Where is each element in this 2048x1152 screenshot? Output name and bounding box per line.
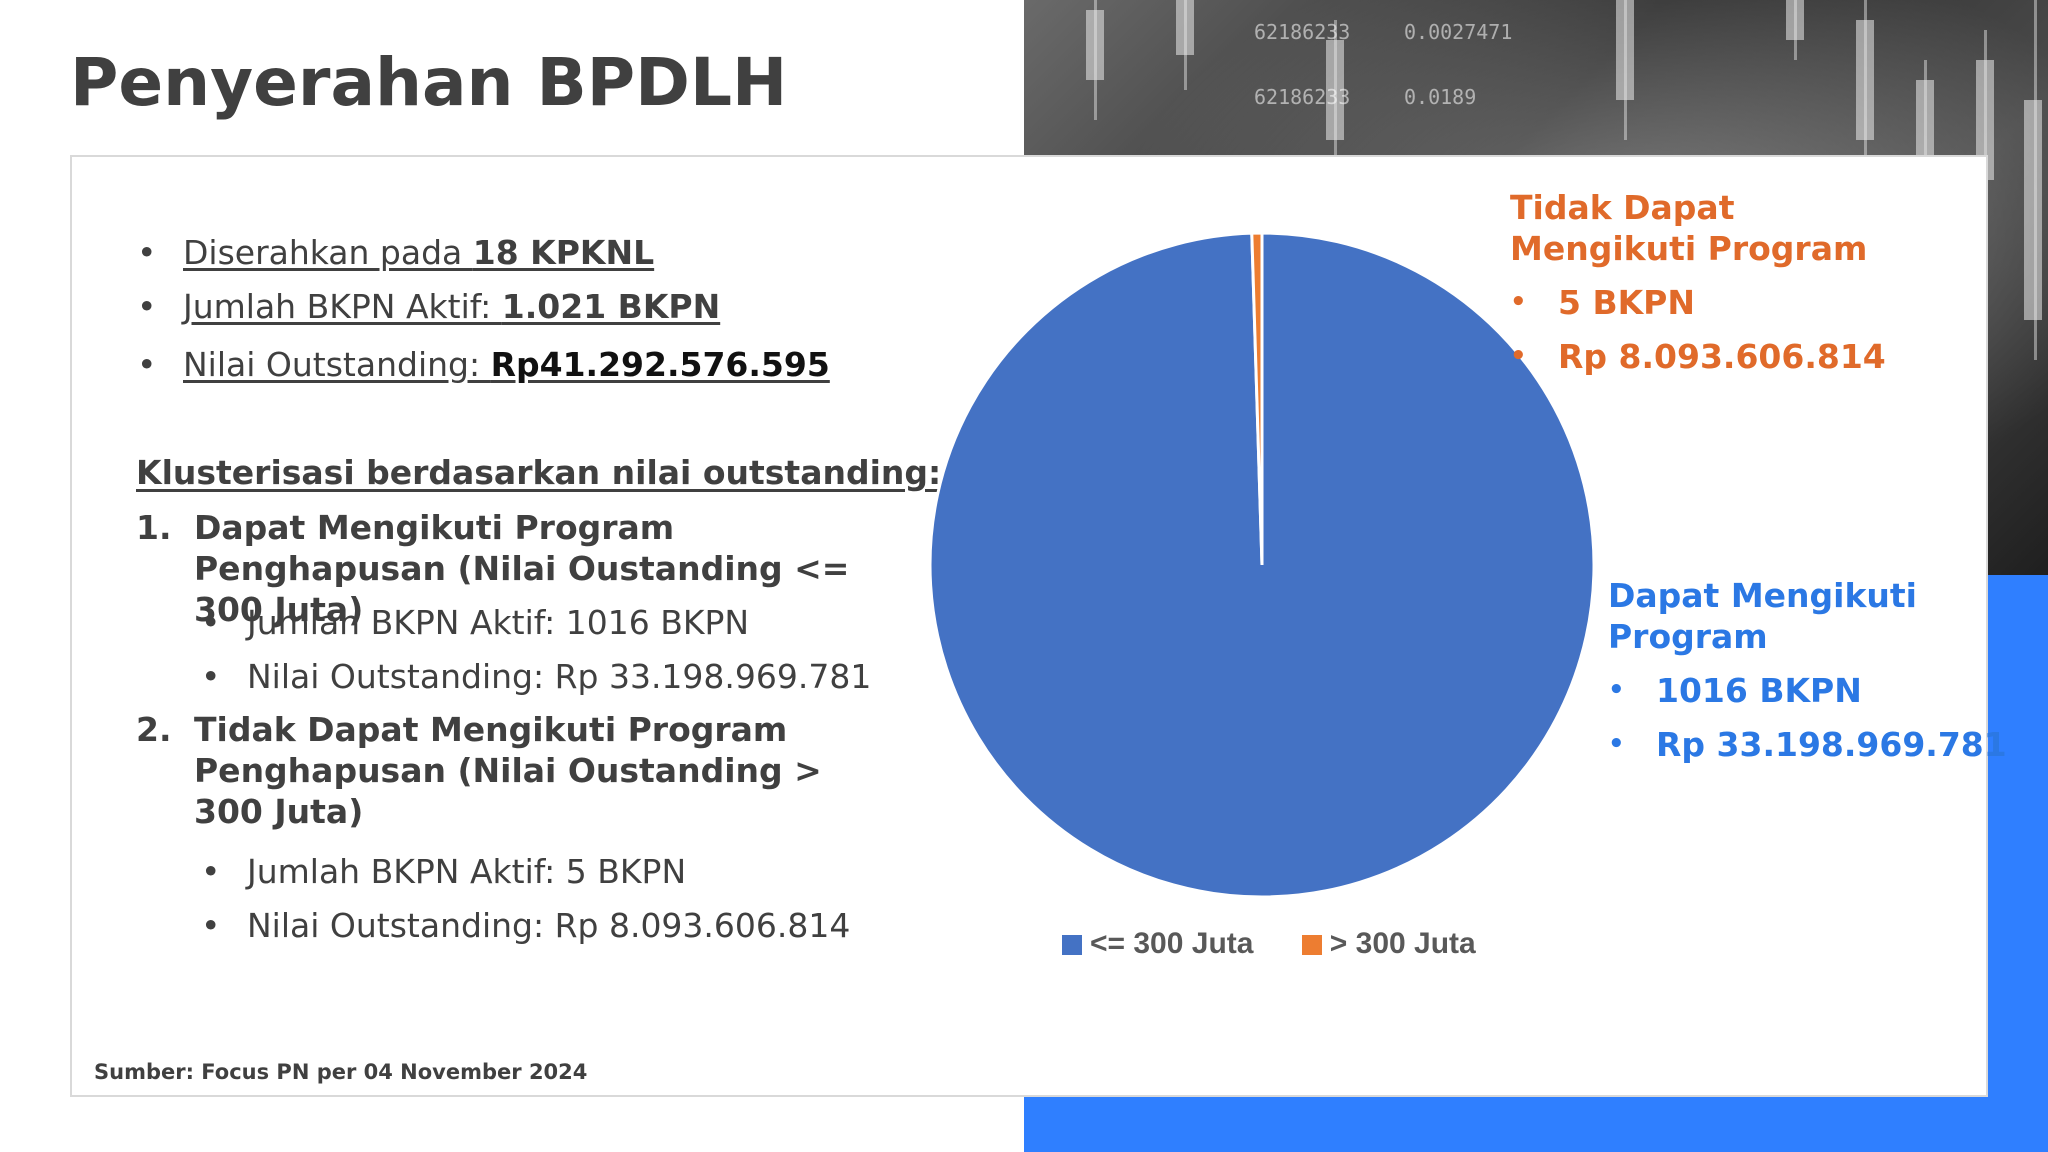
cluster-group-2-outstanding-text: Nilai Outstanding: Rp 8.093.606.814	[247, 906, 851, 945]
callout-not-eligible-count-text: 5 BKPN	[1558, 283, 1695, 322]
cluster-group-number: 2.	[136, 710, 172, 749]
callout-eligible-value: • Rp 33.198.969.781	[1608, 724, 2028, 765]
bullet-icon: •	[1510, 341, 1527, 371]
callout-eligible-count: • 1016 BKPN	[1608, 670, 2028, 711]
callout-eligible-title: Dapat Mengikuti Program	[1608, 576, 1917, 656]
summary-bkpn-value: 1.021 BKPN	[501, 287, 721, 326]
pie-slices	[928, 231, 1596, 899]
bullet-icon: •	[137, 345, 157, 384]
summary-kpknl: • Diserahkan pada 18 KPKNL	[137, 233, 655, 272]
callout-not-eligible: Tidak Dapat Mengikuti Program • 5 BKPN •…	[1510, 187, 1930, 377]
cluster-group-number: 1.	[136, 508, 172, 547]
legend-item-gt-300: > 300 Juta	[1301, 927, 1476, 961]
cluster-group-2-bkpn: • Jumlah BKPN Aktif: 5 BKPN	[201, 852, 687, 891]
bullet-icon: •	[137, 233, 157, 272]
summary-outstanding: • Nilai Outstanding: Rp41.292.576.595	[137, 345, 830, 384]
legend-swatch-gt-300	[1301, 935, 1322, 955]
callout-eligible-count-text: 1016 BKPN	[1656, 671, 1862, 710]
summary-outstanding-label: Nilai Outstanding:	[183, 345, 491, 384]
page-title: Penyerahan BPDLH	[70, 44, 788, 121]
cluster-group-2-bkpn-text: Jumlah BKPN Aktif: 5 BKPN	[247, 852, 687, 891]
legend-swatch-le-300	[1062, 935, 1082, 955]
cluster-group-1-outstanding: • Nilai Outstanding: Rp 33.198.969.781	[201, 657, 872, 696]
bullet-icon: •	[1608, 729, 1625, 759]
bullet-icon: •	[201, 852, 221, 891]
callout-not-eligible-value-text: Rp 8.093.606.814	[1558, 337, 1886, 376]
legend-label-le-300: <= 300 Juta	[1090, 927, 1254, 960]
summary-outstanding-value: Rp41.292.576.595	[490, 345, 830, 384]
bullet-icon: •	[1608, 675, 1625, 705]
legend-label-gt-300: > 300 Juta	[1329, 927, 1476, 960]
content-card: • Diserahkan pada 18 KPKNL • Jumlah BKPN…	[70, 155, 2007, 1097]
summary-kpknl-value: 18 KPKNL	[472, 233, 655, 272]
bullet-icon: •	[137, 287, 157, 326]
cluster-group-1-outstanding-text: Nilai Outstanding: Rp 33.198.969.781	[247, 657, 872, 696]
callout-not-eligible-value: • Rp 8.093.606.814	[1510, 336, 1930, 377]
legend-item-le-300: <= 300 Juta	[1062, 927, 1253, 961]
bullet-icon: •	[201, 603, 221, 642]
source-note: Sumber: Focus PN per 04 November 2024	[94, 1060, 588, 1084]
bullet-icon: •	[201, 906, 221, 945]
bullet-icon: •	[1510, 287, 1527, 317]
summary-kpknl-label: Diserahkan pada	[183, 233, 473, 272]
cluster-group-1-bkpn: • Jumlah BKPN Aktif: 1016 BKPN	[201, 603, 750, 642]
bullet-icon: •	[201, 657, 221, 696]
cluster-group-1-bkpn-text: Jumlah BKPN Aktif: 1016 BKPN	[247, 603, 750, 642]
summary-bkpn: • Jumlah BKPN Aktif: 1.021 BKPN	[137, 287, 721, 326]
pie-chart	[928, 231, 1596, 899]
cluster-group-title: Dapat Mengikuti Program Penghapusan (Nil…	[194, 508, 850, 629]
cluster-group-title: Tidak Dapat Mengikuti Program Penghapusa…	[194, 710, 822, 831]
cluster-group-2-outstanding: • Nilai Outstanding: Rp 8.093.606.814	[201, 906, 851, 945]
callout-not-eligible-count: • 5 BKPN	[1510, 282, 1930, 323]
chart-legend: <= 300 Juta > 300 Juta	[1062, 927, 1516, 961]
summary-bkpn-label: Jumlah BKPN Aktif:	[183, 287, 502, 326]
callout-not-eligible-title: Tidak Dapat Mengikuti Program	[1510, 188, 1868, 268]
pie-slice-gt-300	[1250, 231, 1264, 566]
callout-eligible-value-text: Rp 33.198.969.781	[1656, 725, 2007, 764]
callout-eligible: Dapat Mengikuti Program • 1016 BKPN • Rp…	[1608, 575, 2028, 765]
cluster-heading: Klusterisasi berdasarkan nilai outstandi…	[136, 453, 942, 492]
